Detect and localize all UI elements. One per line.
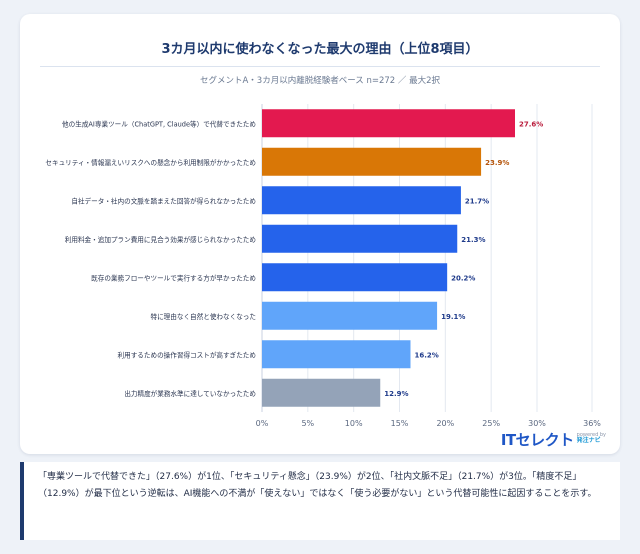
category-label: 利用するための操作習得コストが高すぎたため [118, 350, 256, 359]
bar [262, 109, 515, 138]
chart-subtitle: セグメントA・3カ月以内離脱経験者ベース n=272 ／ 最大2択 [199, 76, 441, 86]
chart-card: 3カ月以内に使わなくなった最大の理由（上位8項目） セグメントA・3カ月以内離脱… [20, 14, 620, 454]
logo-brand-text: 発注ナビ [576, 437, 601, 445]
x-tick-label: 25% [482, 419, 500, 428]
category-label: 既存の業務フローやツールで実行する方が早かったため [91, 273, 256, 282]
category-label: 特に理由なく自然と使わなくなった [151, 312, 257, 321]
value-label: 12.9% [384, 390, 408, 398]
value-label: 21.3% [461, 236, 485, 244]
title-divider [40, 66, 600, 67]
logo-powered-text: powered by [576, 431, 606, 438]
category-label: 自社データ・社内の文脈を踏まえた回答が得られなかったため [71, 196, 256, 205]
value-label: 19.1% [441, 313, 465, 321]
bar [262, 378, 381, 407]
x-tick-label: 5% [301, 419, 314, 428]
logo-powered-by: powered by 発注ナビ [576, 431, 606, 445]
chart-title: 3カ月以内に使わなくなった最大の理由（上位8項目） [161, 42, 479, 57]
category-label: セキュリティ・情報漏えいリスクへの懸念から利用制限がかかったため [45, 158, 256, 167]
bar [262, 224, 458, 253]
value-label: 21.7% [465, 197, 489, 205]
category-label: 出力精度が業務水準に達していなかったため [124, 389, 256, 398]
value-label: 27.6% [519, 120, 543, 128]
bar [262, 340, 411, 369]
x-tick-label: 15% [391, 419, 409, 428]
category-label: 他の生成AI専業ツール（ChatGPT, Claude等）で代替できたため [62, 119, 256, 128]
value-label: 16.2% [415, 351, 439, 359]
x-tick-label: 30% [528, 419, 546, 428]
logo-wordmark: ITセレクト [500, 430, 574, 449]
bar [262, 301, 438, 330]
value-label: 23.9% [485, 159, 509, 167]
itselect-logo: ITセレクト powered by 発注ナビ [500, 430, 606, 449]
category-label: 利用料金・追加プラン費用に見合う効果が感じられなかったため [65, 235, 256, 244]
value-label: 20.2% [451, 274, 475, 282]
insight-note: 「専業ツールで代替できた」（27.6%）が1位、「セキュリティ懸念」（23.9%… [20, 462, 620, 540]
x-tick-label: 0% [256, 419, 269, 428]
x-tick-label: 36% [583, 419, 601, 428]
x-tick-label: 20% [436, 419, 454, 428]
bar [262, 147, 482, 176]
bar-chart: 0% 5% 10% 15% 20% 25% 30% 36% 他の生成AI専業ツール（ChatGP… [45, 104, 601, 428]
bar [262, 186, 461, 215]
bar [262, 263, 448, 292]
x-tick-label: 10% [345, 419, 363, 428]
